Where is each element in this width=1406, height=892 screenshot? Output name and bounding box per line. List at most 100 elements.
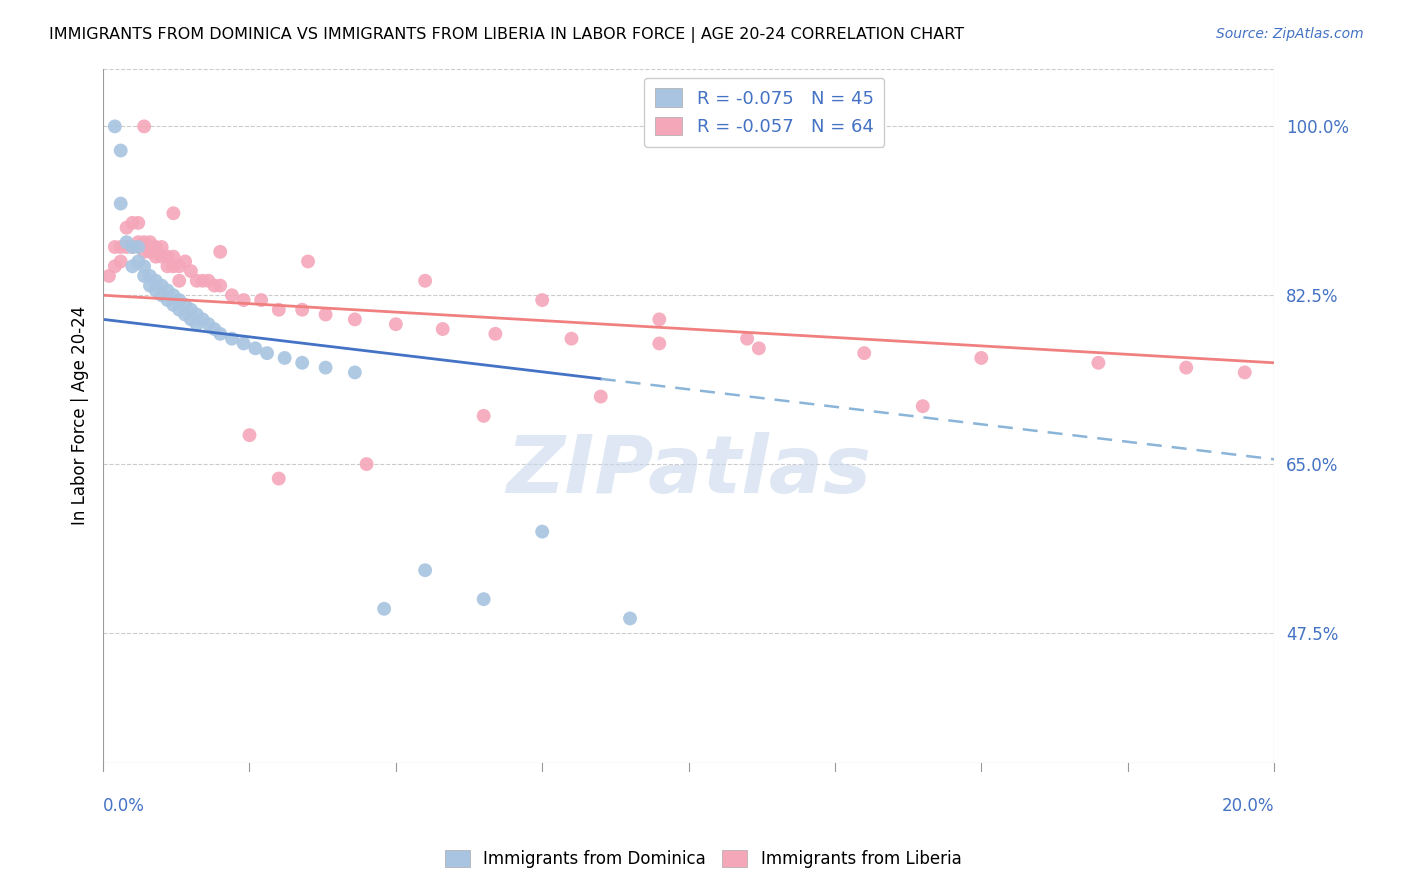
Point [174, 308, 197, 322]
Point [162, 298, 184, 312]
Point [1175, 360, 1198, 375]
Point [273, 351, 295, 365]
Point [121, 260, 143, 274]
Point [115, 220, 138, 235]
Point [132, 244, 155, 259]
Point [150, 240, 173, 254]
Point [186, 274, 208, 288]
Text: ZIPatlas: ZIPatlas [506, 433, 872, 510]
Point [315, 360, 337, 375]
Point [202, 322, 225, 336]
Point [110, 240, 132, 254]
Point [531, 293, 554, 307]
Point [145, 284, 167, 298]
Point [853, 346, 876, 360]
Point [127, 216, 149, 230]
Point [911, 399, 934, 413]
Point [432, 322, 454, 336]
Point [267, 302, 290, 317]
Point [121, 240, 143, 254]
Text: IMMIGRANTS FROM DOMINICA VS IMMIGRANTS FROM LIBERIA IN LABOR FORCE | AGE 20-24 C: IMMIGRANTS FROM DOMINICA VS IMMIGRANTS F… [49, 27, 965, 43]
Point [145, 250, 167, 264]
Point [343, 312, 366, 326]
Point [180, 312, 202, 326]
Point [121, 240, 143, 254]
Point [104, 240, 127, 254]
Point [156, 293, 179, 307]
Y-axis label: In Labor Force | Age 20-24: In Labor Force | Age 20-24 [72, 306, 89, 525]
Point [232, 293, 254, 307]
Point [209, 326, 232, 341]
Text: 20.0%: 20.0% [1222, 797, 1274, 815]
Point [110, 196, 132, 211]
Point [413, 274, 436, 288]
Point [250, 293, 273, 307]
Point [162, 260, 184, 274]
Point [139, 244, 162, 259]
Point [110, 144, 132, 158]
Point [1233, 366, 1256, 380]
Point [648, 312, 671, 326]
Point [209, 278, 232, 293]
Point [132, 235, 155, 250]
Point [150, 288, 173, 302]
Point [297, 254, 319, 268]
Point [167, 274, 190, 288]
Point [156, 260, 179, 274]
Point [186, 308, 208, 322]
Point [291, 302, 314, 317]
Point [104, 260, 127, 274]
Point [150, 250, 173, 264]
Legend: R = -0.075   N = 45, R = -0.057   N = 64: R = -0.075 N = 45, R = -0.057 N = 64 [644, 78, 884, 147]
Point [315, 308, 337, 322]
Point [132, 268, 155, 283]
Point [245, 341, 267, 355]
Point [356, 457, 378, 471]
Point [238, 428, 260, 442]
Text: Source: ZipAtlas.com: Source: ZipAtlas.com [1216, 27, 1364, 41]
Point [735, 332, 758, 346]
Point [531, 524, 554, 539]
Point [127, 240, 149, 254]
Point [132, 260, 155, 274]
Point [145, 274, 167, 288]
Point [121, 216, 143, 230]
Point [162, 288, 184, 302]
Point [110, 254, 132, 268]
Point [115, 235, 138, 250]
Point [202, 278, 225, 293]
Point [174, 298, 197, 312]
Point [221, 288, 243, 302]
Point [139, 235, 162, 250]
Point [156, 250, 179, 264]
Point [162, 206, 184, 220]
Point [115, 240, 138, 254]
Point [291, 356, 314, 370]
Point [209, 244, 232, 259]
Point [167, 293, 190, 307]
Point [167, 302, 190, 317]
Point [132, 120, 155, 134]
Point [156, 284, 179, 298]
Point [221, 332, 243, 346]
Point [197, 274, 219, 288]
Point [484, 326, 506, 341]
Text: 0.0%: 0.0% [103, 797, 145, 815]
Point [589, 390, 612, 404]
Point [104, 120, 127, 134]
Point [180, 302, 202, 317]
Point [619, 611, 641, 625]
Point [1087, 356, 1109, 370]
Point [127, 235, 149, 250]
Point [150, 278, 173, 293]
Point [145, 240, 167, 254]
Point [413, 563, 436, 577]
Point [232, 336, 254, 351]
Point [343, 366, 366, 380]
Point [197, 317, 219, 331]
Point [98, 268, 121, 283]
Point [256, 346, 278, 360]
Point [373, 602, 395, 616]
Point [267, 471, 290, 485]
Point [970, 351, 993, 365]
